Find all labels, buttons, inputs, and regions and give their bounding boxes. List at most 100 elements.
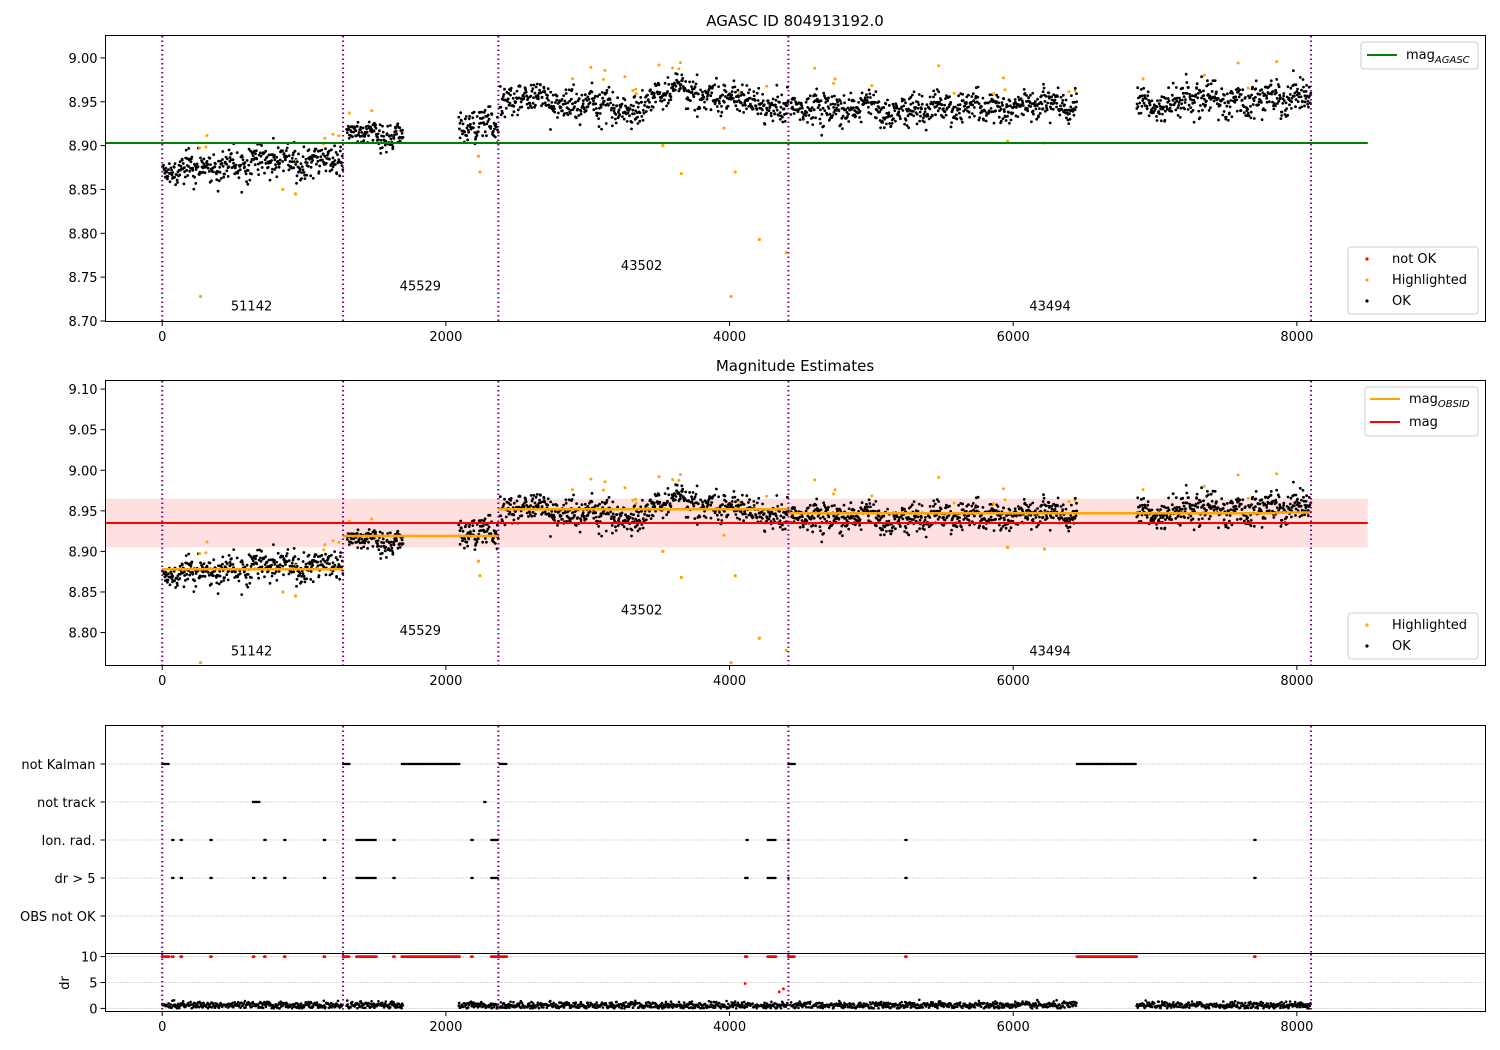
ok-point — [483, 537, 487, 540]
ok-point — [1167, 508, 1171, 512]
ok-point — [311, 563, 314, 567]
ok-point — [458, 136, 462, 140]
ok-point — [705, 97, 709, 101]
ok-point — [480, 110, 483, 114]
ok-point — [997, 523, 1001, 527]
ok-point — [600, 534, 603, 538]
ok-point — [1239, 109, 1243, 112]
ok-point — [254, 557, 257, 561]
ok-point — [762, 512, 766, 515]
ok-point — [1242, 519, 1246, 523]
ok-point — [503, 497, 506, 501]
ok-point — [498, 85, 502, 88]
ok-point — [1142, 101, 1146, 105]
ok-point — [1212, 99, 1216, 103]
ok-point — [698, 107, 702, 110]
ok-point — [731, 496, 735, 499]
ok-point — [1208, 504, 1212, 507]
ok-point — [300, 580, 303, 584]
ok-point — [1004, 119, 1008, 122]
ok-point — [595, 114, 599, 117]
ok-point — [752, 94, 756, 98]
ok-point — [276, 564, 280, 568]
ok-point — [319, 155, 323, 159]
ok-point — [796, 110, 800, 113]
ok-point — [1167, 99, 1171, 103]
ok-point — [316, 564, 320, 568]
ok-point — [973, 114, 976, 118]
ok-point — [327, 149, 331, 153]
ok-point — [932, 95, 935, 99]
ok-point — [215, 576, 218, 579]
ok-point — [918, 110, 922, 114]
ok-point — [1274, 88, 1278, 92]
ok-point — [1042, 86, 1046, 90]
ok-point — [721, 503, 724, 506]
ok-point — [602, 103, 605, 106]
ok-point — [502, 502, 506, 506]
ok-point — [637, 510, 641, 514]
highlighted-point — [323, 543, 327, 547]
ok-point — [1185, 501, 1189, 505]
ok-point — [219, 159, 223, 163]
y-tick-label: 9.05 — [69, 424, 98, 439]
ok-point — [942, 523, 946, 527]
ok-point — [743, 103, 747, 107]
ok-point — [575, 92, 578, 96]
ok-point — [400, 131, 404, 135]
ok-point — [958, 107, 962, 111]
ok-point — [778, 117, 782, 121]
highlighted-point — [634, 92, 638, 96]
ok-point — [620, 511, 624, 515]
highlighted-point — [677, 67, 681, 71]
ok-point — [1065, 524, 1068, 528]
ok-point — [372, 536, 376, 540]
ok-point — [949, 532, 953, 536]
ok-point — [961, 92, 964, 96]
ok-point — [307, 148, 311, 152]
ok-point — [237, 579, 241, 583]
ok-point — [878, 110, 882, 114]
ok-point — [260, 166, 264, 169]
ok-point — [1178, 508, 1182, 511]
ok-point — [877, 514, 881, 518]
ok-point — [281, 564, 285, 568]
ok-point — [990, 110, 993, 114]
ok-point — [203, 171, 207, 175]
highlighted-point — [601, 77, 605, 81]
ok-point — [232, 161, 235, 165]
ok-point — [250, 172, 253, 176]
ok-point — [320, 554, 324, 557]
ok-point — [774, 512, 777, 516]
ok-point — [255, 149, 258, 153]
ok-point — [1179, 515, 1183, 519]
ok-point — [775, 83, 779, 87]
ok-point — [189, 166, 193, 170]
ok-point — [1174, 86, 1178, 89]
ok-point — [214, 162, 217, 166]
ok-point — [494, 530, 498, 534]
ok-point — [1296, 497, 1299, 501]
legend-ok-marker-icon — [1365, 299, 1369, 303]
ok-point — [642, 111, 646, 115]
ok-point — [969, 100, 973, 104]
ok-point — [1153, 107, 1157, 111]
ok-point — [1277, 85, 1281, 89]
ok-point — [1150, 508, 1154, 512]
ok-point — [532, 83, 536, 87]
ok-point — [543, 500, 547, 504]
ok-point — [733, 85, 737, 89]
ok-point — [243, 565, 247, 569]
ok-point — [190, 155, 194, 159]
ok-point — [324, 573, 328, 577]
ok-point — [977, 102, 981, 105]
ok-point — [1265, 96, 1269, 100]
ok-point — [314, 147, 318, 151]
ok-point — [1013, 98, 1017, 101]
ok-point — [485, 122, 489, 126]
ok-point — [580, 93, 584, 97]
ok-point — [875, 116, 878, 120]
obsid-label: 45529 — [400, 624, 441, 639]
ok-point — [1209, 82, 1213, 86]
ok-point — [321, 158, 324, 162]
